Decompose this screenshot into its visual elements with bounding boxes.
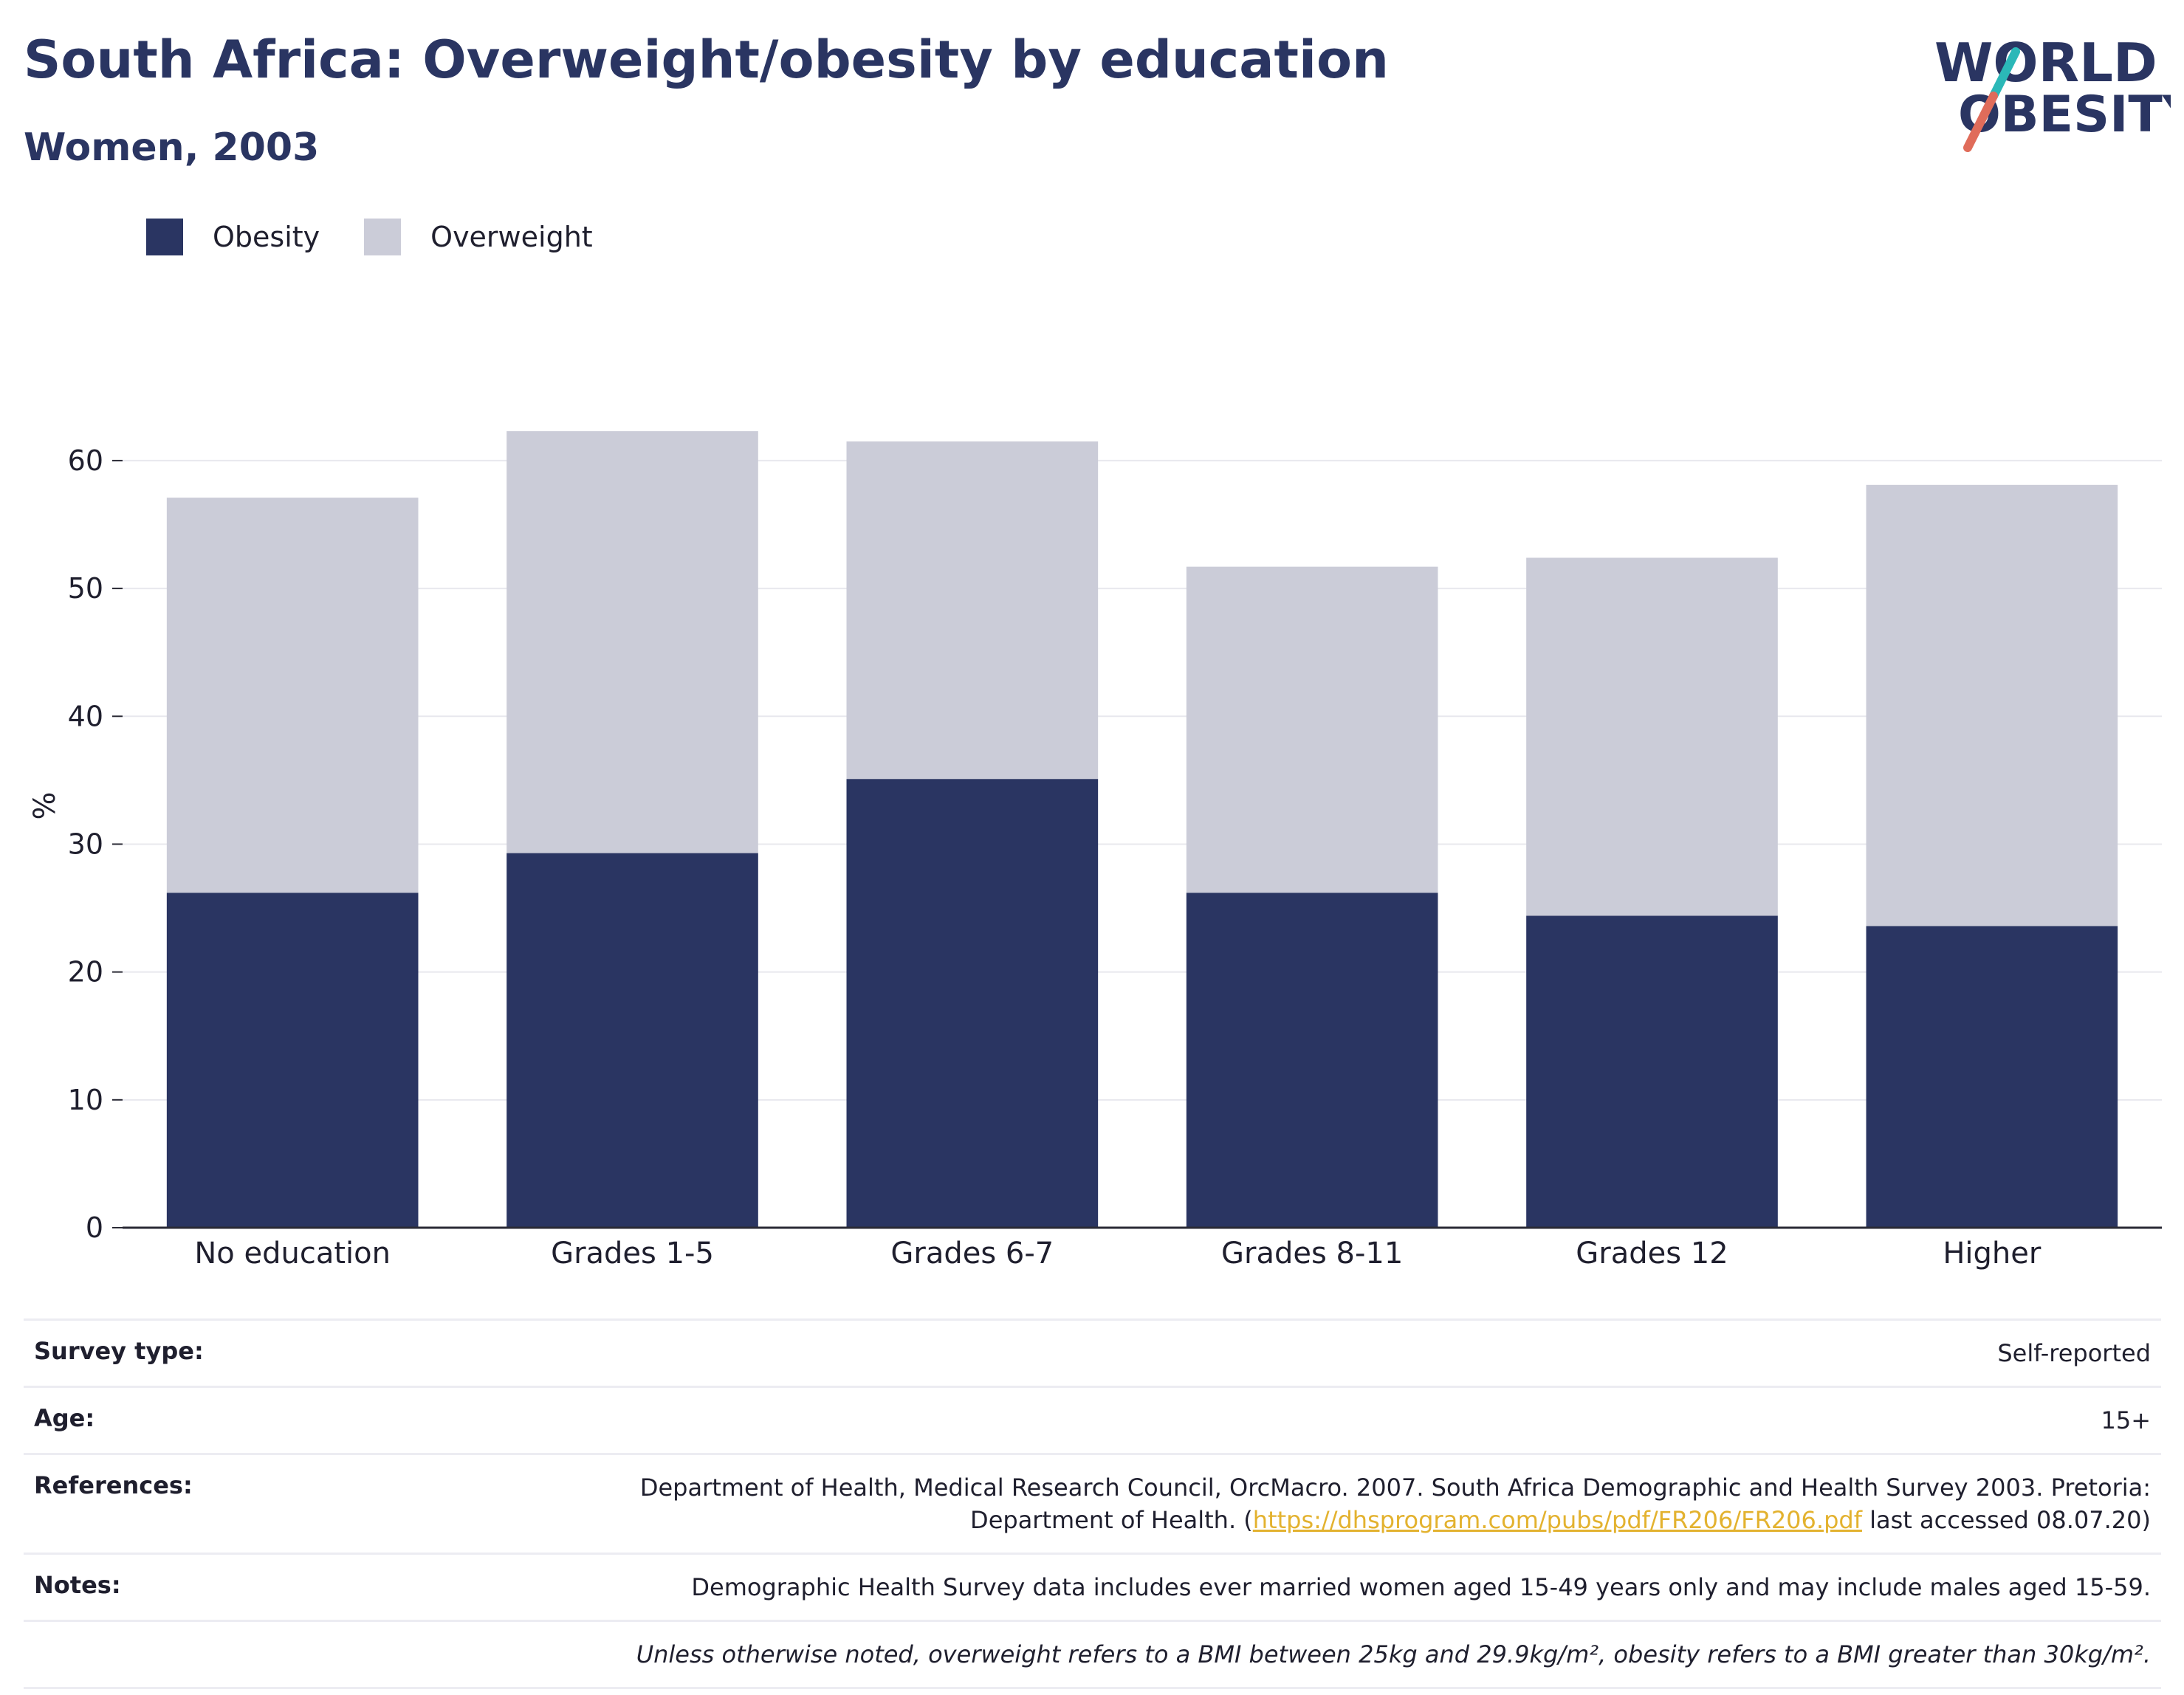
axes: 0 10 20 30 40 50 60% No education Grades 1-5 Grad… xyxy=(28,444,2162,1271)
bar-overweight-5[interactable] xyxy=(1866,484,2118,926)
logo-slash-bottom xyxy=(1963,92,1998,152)
meta-value-age: 15+ xyxy=(2101,1406,2151,1434)
y-tick-label: 10 xyxy=(68,1084,103,1116)
logo-slash-top xyxy=(1989,47,2020,100)
chart-title: South Africa: Overweight/obesity by educ… xyxy=(24,30,1389,90)
y-tick-label: 20 xyxy=(68,956,103,989)
x-tick-label: Grades 12 xyxy=(1576,1237,1728,1271)
y-axis-label: % xyxy=(28,791,62,819)
legend-label-overweight: Overweight xyxy=(430,221,593,253)
y-tick-label: 50 xyxy=(68,572,103,605)
grid-lines xyxy=(123,459,2162,1101)
survey-metadata-table: Survey type: Self-reported Age: 15+ Refe… xyxy=(24,1318,2161,1689)
meta-label-notes: Notes: xyxy=(34,1571,121,1599)
meta-row-definition: Unless otherwise noted, overweight refer… xyxy=(24,1620,2161,1689)
legend-item-obesity[interactable]: Obesity xyxy=(146,219,320,255)
stacked-bar-chart: 0 10 20 30 40 50 60% No education Grades 1-5 Grad… xyxy=(28,431,2162,1271)
reference-line-2-prefix: Department of Health. ( xyxy=(970,1506,1253,1534)
bar-overweight-1[interactable] xyxy=(506,431,758,853)
x-tick-label: Higher xyxy=(1943,1237,2042,1271)
meta-row-references: References: Department of Health, Medica… xyxy=(24,1453,2161,1553)
y-tick-label: 60 xyxy=(68,444,103,477)
x-tick-label: Grades 8-11 xyxy=(1221,1237,1403,1271)
meta-value-definition: Unless otherwise noted, overweight refer… xyxy=(636,1640,2151,1668)
meta-value-references: Department of Health, Medical Research C… xyxy=(640,1471,2151,1536)
y-tick-label: 0 xyxy=(86,1211,103,1244)
reference-line-2-suffix: last accessed 08.07.20) xyxy=(1861,1506,2151,1534)
bar-overweight-2[interactable] xyxy=(846,441,1099,780)
logo-line-world: WORLD xyxy=(1934,32,2157,94)
meta-value-notes: Demographic Health Survey data includes … xyxy=(691,1573,2151,1601)
meta-label-references: References: xyxy=(34,1471,193,1499)
bar-overweight-3[interactable] xyxy=(1186,566,1438,893)
legend-label-obesity: Obesity xyxy=(213,221,320,253)
meta-label-survey-type: Survey type: xyxy=(34,1337,204,1365)
bar-obesity-3[interactable] xyxy=(1186,893,1438,1228)
bar-obesity-5[interactable] xyxy=(1866,926,2118,1228)
meta-row-notes: Notes: Demographic Health Survey data in… xyxy=(24,1553,2161,1620)
reference-line-1: Department of Health, Medical Research C… xyxy=(639,1474,2151,1502)
bar-obesity-2[interactable] xyxy=(846,779,1099,1228)
x-tick-label: Grades 6-7 xyxy=(890,1237,1054,1271)
bar-overweight-4[interactable] xyxy=(1526,557,1778,916)
meta-label-age: Age: xyxy=(34,1404,95,1432)
legend-item-overweight[interactable]: Overweight xyxy=(364,219,593,255)
bars xyxy=(166,431,2118,1228)
chart-subtitle: Women, 2003 xyxy=(24,126,320,170)
meta-row-survey-type: Survey type: Self-reported xyxy=(24,1318,2161,1386)
legend-swatch-obesity xyxy=(146,219,183,255)
bar-obesity-4[interactable] xyxy=(1526,915,1778,1228)
x-tick-label: Grades 1-5 xyxy=(551,1237,714,1271)
world-obesity-logo: WORLD OBESITY xyxy=(1934,32,2171,152)
bar-overweight-0[interactable] xyxy=(166,498,419,893)
bar-obesity-1[interactable] xyxy=(506,853,758,1228)
legend-swatch-overweight xyxy=(364,219,402,255)
chart-legend: Obesity Overweight xyxy=(146,219,637,255)
bar-obesity-0[interactable] xyxy=(166,893,419,1228)
meta-row-age: Age: 15+ xyxy=(24,1386,2161,1453)
reference-link[interactable]: https://dhsprogram.com/pubs/pdf/FR206/FR… xyxy=(1252,1506,1862,1534)
y-tick-label: 30 xyxy=(68,828,103,860)
meta-value-survey-type: Self-reported xyxy=(1997,1339,2151,1367)
y-tick-label: 40 xyxy=(68,700,103,732)
x-tick-label: No education xyxy=(194,1237,391,1271)
